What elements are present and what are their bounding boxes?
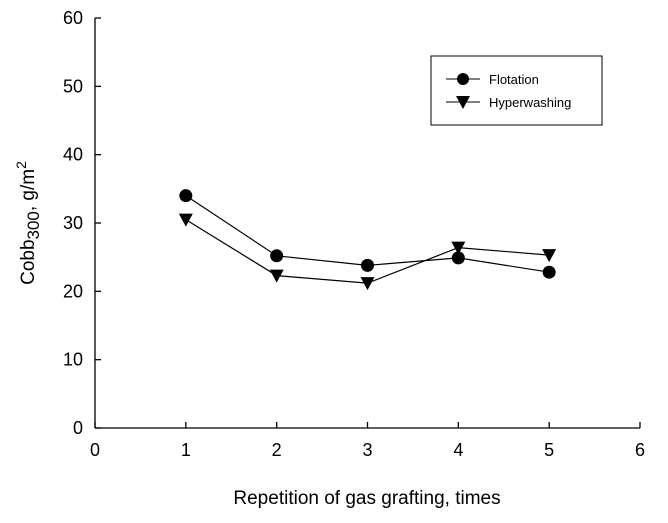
y-ticks: 0 10 20 30 40 50 60	[63, 8, 101, 438]
y-axis-title-subscript: 300	[24, 211, 43, 239]
data-point-hyperwashing	[178, 213, 193, 227]
y-tick-label: 30	[63, 213, 83, 233]
y-tick-label: 40	[63, 145, 83, 165]
data-point-flotation	[451, 251, 465, 265]
x-tick-label: 2	[272, 440, 282, 460]
y-tick-label: 10	[63, 350, 83, 370]
y-axis-title-superscript: 2	[13, 161, 29, 169]
data-point-hyperwashing	[542, 249, 557, 263]
y-tick-label: 20	[63, 281, 83, 301]
data-point-flotation	[361, 258, 374, 272]
x-tick-label: 3	[362, 440, 372, 460]
legend-label-flotation: Flotation	[489, 72, 539, 87]
data-point-hyperwashing	[360, 277, 375, 291]
x-axis-title: Repetition of gas grafting, times	[233, 488, 500, 509]
x-tick-label: 4	[453, 440, 463, 460]
legend-entry-flotation: Flotation	[446, 72, 539, 87]
series-line-hyperwashing	[185, 219, 550, 284]
legend-label-hyperwashing: Hyperwashing	[489, 95, 571, 110]
y-tick-label: 0	[73, 418, 83, 438]
legend-entry-hyperwashing: Hyperwashing	[446, 95, 571, 110]
y-tick-label: 50	[63, 76, 83, 96]
data-point-flotation	[542, 265, 556, 279]
legend-marker-hyperwashing	[456, 96, 470, 109]
y-axis-title-main: Cobb	[18, 239, 39, 284]
x-ticks: 0 1 2 3 4 5 6	[90, 422, 645, 460]
legend: Flotation Hyperwashing	[430, 55, 603, 126]
y-axis-title: Cobb300, g/m2	[13, 161, 43, 285]
data-point-flotation	[270, 249, 284, 263]
data-point-hyperwashing	[269, 269, 284, 283]
y-axis-title-unit: , g/m	[18, 169, 39, 211]
x-tick-label: 5	[544, 440, 554, 460]
series-layer	[178, 189, 557, 291]
x-tick-label: 6	[635, 440, 645, 460]
data-point-flotation	[179, 189, 193, 203]
x-tick-label: 1	[181, 440, 191, 460]
y-tick-label: 60	[63, 8, 83, 28]
data-point-hyperwashing	[451, 241, 466, 255]
legend-marker-flotation	[457, 73, 469, 85]
legend-box	[430, 55, 603, 126]
x-tick-label: 0	[90, 440, 100, 460]
